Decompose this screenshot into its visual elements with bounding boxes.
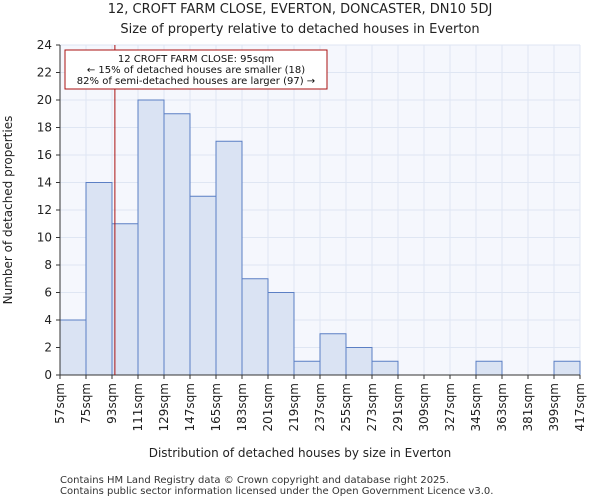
bar-57sqm	[59, 319, 87, 376]
annotation-box	[64, 49, 328, 90]
bar-255sqm	[345, 347, 373, 376]
x-tick-label: 399sqm	[547, 383, 561, 431]
x-tick-label: 219sqm	[287, 383, 301, 431]
x-tick-label: 273sqm	[365, 383, 379, 431]
x-tick-label: 93sqm	[105, 383, 119, 424]
x-tick-label: 183sqm	[235, 383, 249, 431]
y-tick-label: 22	[37, 66, 52, 80]
x-tick-label: 57sqm	[53, 383, 67, 424]
y-tick-label: 24	[37, 38, 52, 52]
x-tick-label: 345sqm	[469, 383, 483, 431]
chart-subtitle: Size of property relative to detached ho…	[120, 22, 479, 37]
x-tick-label: 201sqm	[261, 383, 275, 431]
bar-147sqm	[189, 195, 217, 376]
x-tick-label: 309sqm	[417, 383, 431, 431]
y-tick-label: 20	[37, 93, 52, 107]
bar-183sqm	[241, 278, 269, 376]
footer-line-1: Contains HM Land Registry data © Crown c…	[60, 475, 449, 486]
x-tick-label: 381sqm	[521, 383, 535, 431]
y-tick-label: 18	[37, 121, 52, 135]
x-tick-label: 417sqm	[573, 383, 587, 431]
x-tick-label: 147sqm	[183, 383, 197, 431]
annotation-line-2: ← 15% of detached houses are smaller (18…	[87, 65, 305, 76]
x-axis-ticks: 57sqm 75sqm 93sqm 111sqm 129sqm 147sqm 165sqm 1…	[53, 375, 587, 431]
x-tick-label: 237sqm	[313, 383, 327, 431]
bar-399sqm	[553, 360, 581, 376]
x-tick-label: 363sqm	[495, 383, 509, 431]
x-tick-label: 327sqm	[443, 383, 457, 431]
bars	[59, 99, 581, 376]
y-tick-label: 10	[37, 231, 52, 245]
y-tick-label: 6	[44, 286, 52, 300]
bar-201sqm	[267, 292, 295, 376]
bar-345sqm	[475, 360, 503, 376]
x-tick-label: 111sqm	[131, 383, 145, 431]
footer-line-2: Contains public sector information licen…	[60, 486, 493, 497]
chart-title: 12, CROFT FARM CLOSE, EVERTON, DONCASTER…	[108, 2, 493, 17]
bar-111sqm	[137, 99, 165, 376]
bar-129sqm	[163, 113, 191, 376]
y-tick-label: 12	[37, 203, 52, 217]
y-tick-label: 2	[44, 341, 52, 355]
bar-75sqm	[85, 182, 113, 376]
y-tick-label: 8	[44, 258, 52, 272]
y-tick-label: 16	[37, 148, 52, 162]
y-tick-label: 0	[44, 368, 52, 382]
y-axis-label: Number of detached properties	[1, 116, 15, 305]
bar-237sqm	[319, 333, 347, 376]
bar-219sqm	[293, 360, 321, 376]
x-tick-label: 165sqm	[209, 383, 223, 431]
x-tick-label: 129sqm	[157, 383, 171, 431]
x-tick-label: 75sqm	[79, 383, 93, 424]
bar-273sqm	[371, 360, 399, 376]
y-tick-label: 4	[44, 313, 52, 327]
annotation-line-3: 82% of semi-detached houses are larger (…	[77, 76, 315, 87]
x-axis-label: Distribution of detached houses by size …	[149, 446, 452, 460]
bar-93sqm	[111, 223, 139, 376]
bar-165sqm	[215, 140, 243, 376]
annotation-line-1: 12 CROFT FARM CLOSE: 95sqm	[118, 54, 274, 65]
x-tick-label: 255sqm	[339, 383, 353, 431]
y-tick-label: 14	[37, 176, 52, 190]
x-tick-label: 291sqm	[391, 383, 405, 431]
